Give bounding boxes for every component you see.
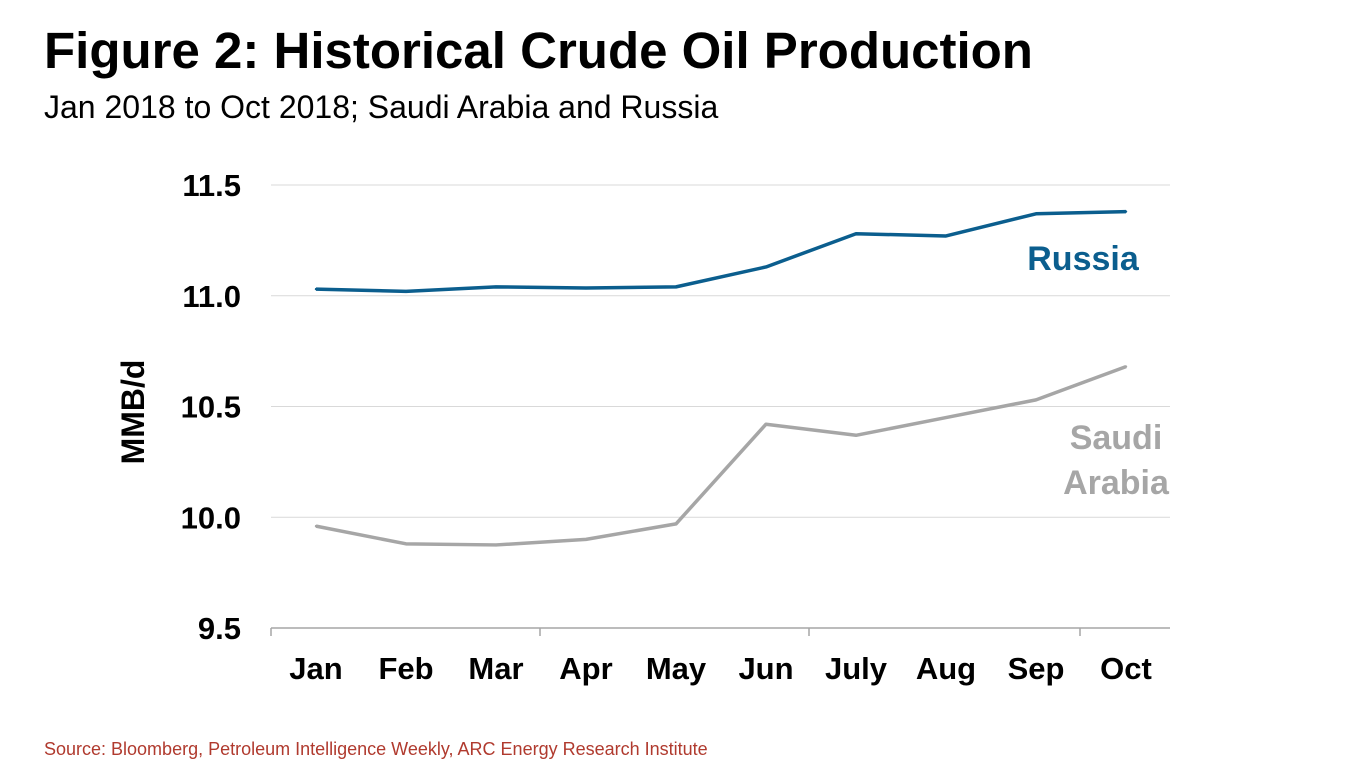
data-point [494,285,498,289]
series-label-line: Arabia [1063,464,1170,502]
series-label-line: Saudi [1070,419,1163,457]
series-lines [314,209,1128,547]
data-point [404,542,408,546]
series-line-saudi-arabia [315,364,1127,547]
series-line-russia [315,209,1127,294]
y-tick-label: 10.5 [181,390,241,425]
data-point [944,416,948,419]
x-tick-label: Feb [378,651,433,686]
data-point [1034,212,1038,215]
data-point [314,524,318,528]
gridlines [271,184,1170,518]
x-tick-label: Oct [1100,651,1152,686]
data-point [584,286,588,290]
y-axis-title: MMB/d [115,360,151,465]
x-tick-label: Aug [916,651,976,686]
data-point [854,232,858,235]
y-tick-label: 11.5 [182,168,241,203]
y-tick-label: 11.0 [182,279,241,314]
x-tick-label: Apr [559,651,612,686]
y-tick-label: 9.5 [198,611,241,646]
data-point [1124,210,1128,213]
x-tick-label: Jan [289,651,342,686]
series-label-russia: Russia [1027,240,1140,278]
x-tick-label: Jun [738,651,793,686]
x-tick-label: May [646,651,707,686]
data-point [854,434,858,437]
series-label-saudi-arabia: Saudi Arabia [1063,419,1170,502]
data-point [764,265,768,269]
x-tick-labels: Jan Feb Mar Apr May Jun July Aug Sep Oct [289,651,1152,686]
page-subtitle: Jan 2018 to Oct 2018; Saudi Arabia and R… [44,89,719,125]
page-title: Figure 2: Historical Crude Oil Productio… [44,22,1033,79]
series-labels: Russia Saudi Arabia [1027,240,1170,502]
y-tick-label: 10.0 [181,500,241,535]
series-label-line: Russia [1027,240,1140,278]
data-point [944,234,948,238]
data-point [674,285,678,289]
x-axis [270,627,1170,636]
x-tick-label: Mar [468,651,523,686]
data-point [494,543,498,547]
data-point [404,290,408,293]
x-tick-label: July [825,651,888,686]
data-point [1034,398,1038,402]
data-point [674,522,678,526]
y-axis: 11.5 11.0 10.5 10.0 9.5 [181,168,241,646]
x-tick-label: Sep [1008,651,1065,686]
data-point [1124,365,1128,368]
source-note: Source: Bloomberg, Petroleum Intelligenc… [44,739,708,759]
data-point [764,423,768,426]
data-point [314,287,318,291]
data-point [584,538,588,541]
